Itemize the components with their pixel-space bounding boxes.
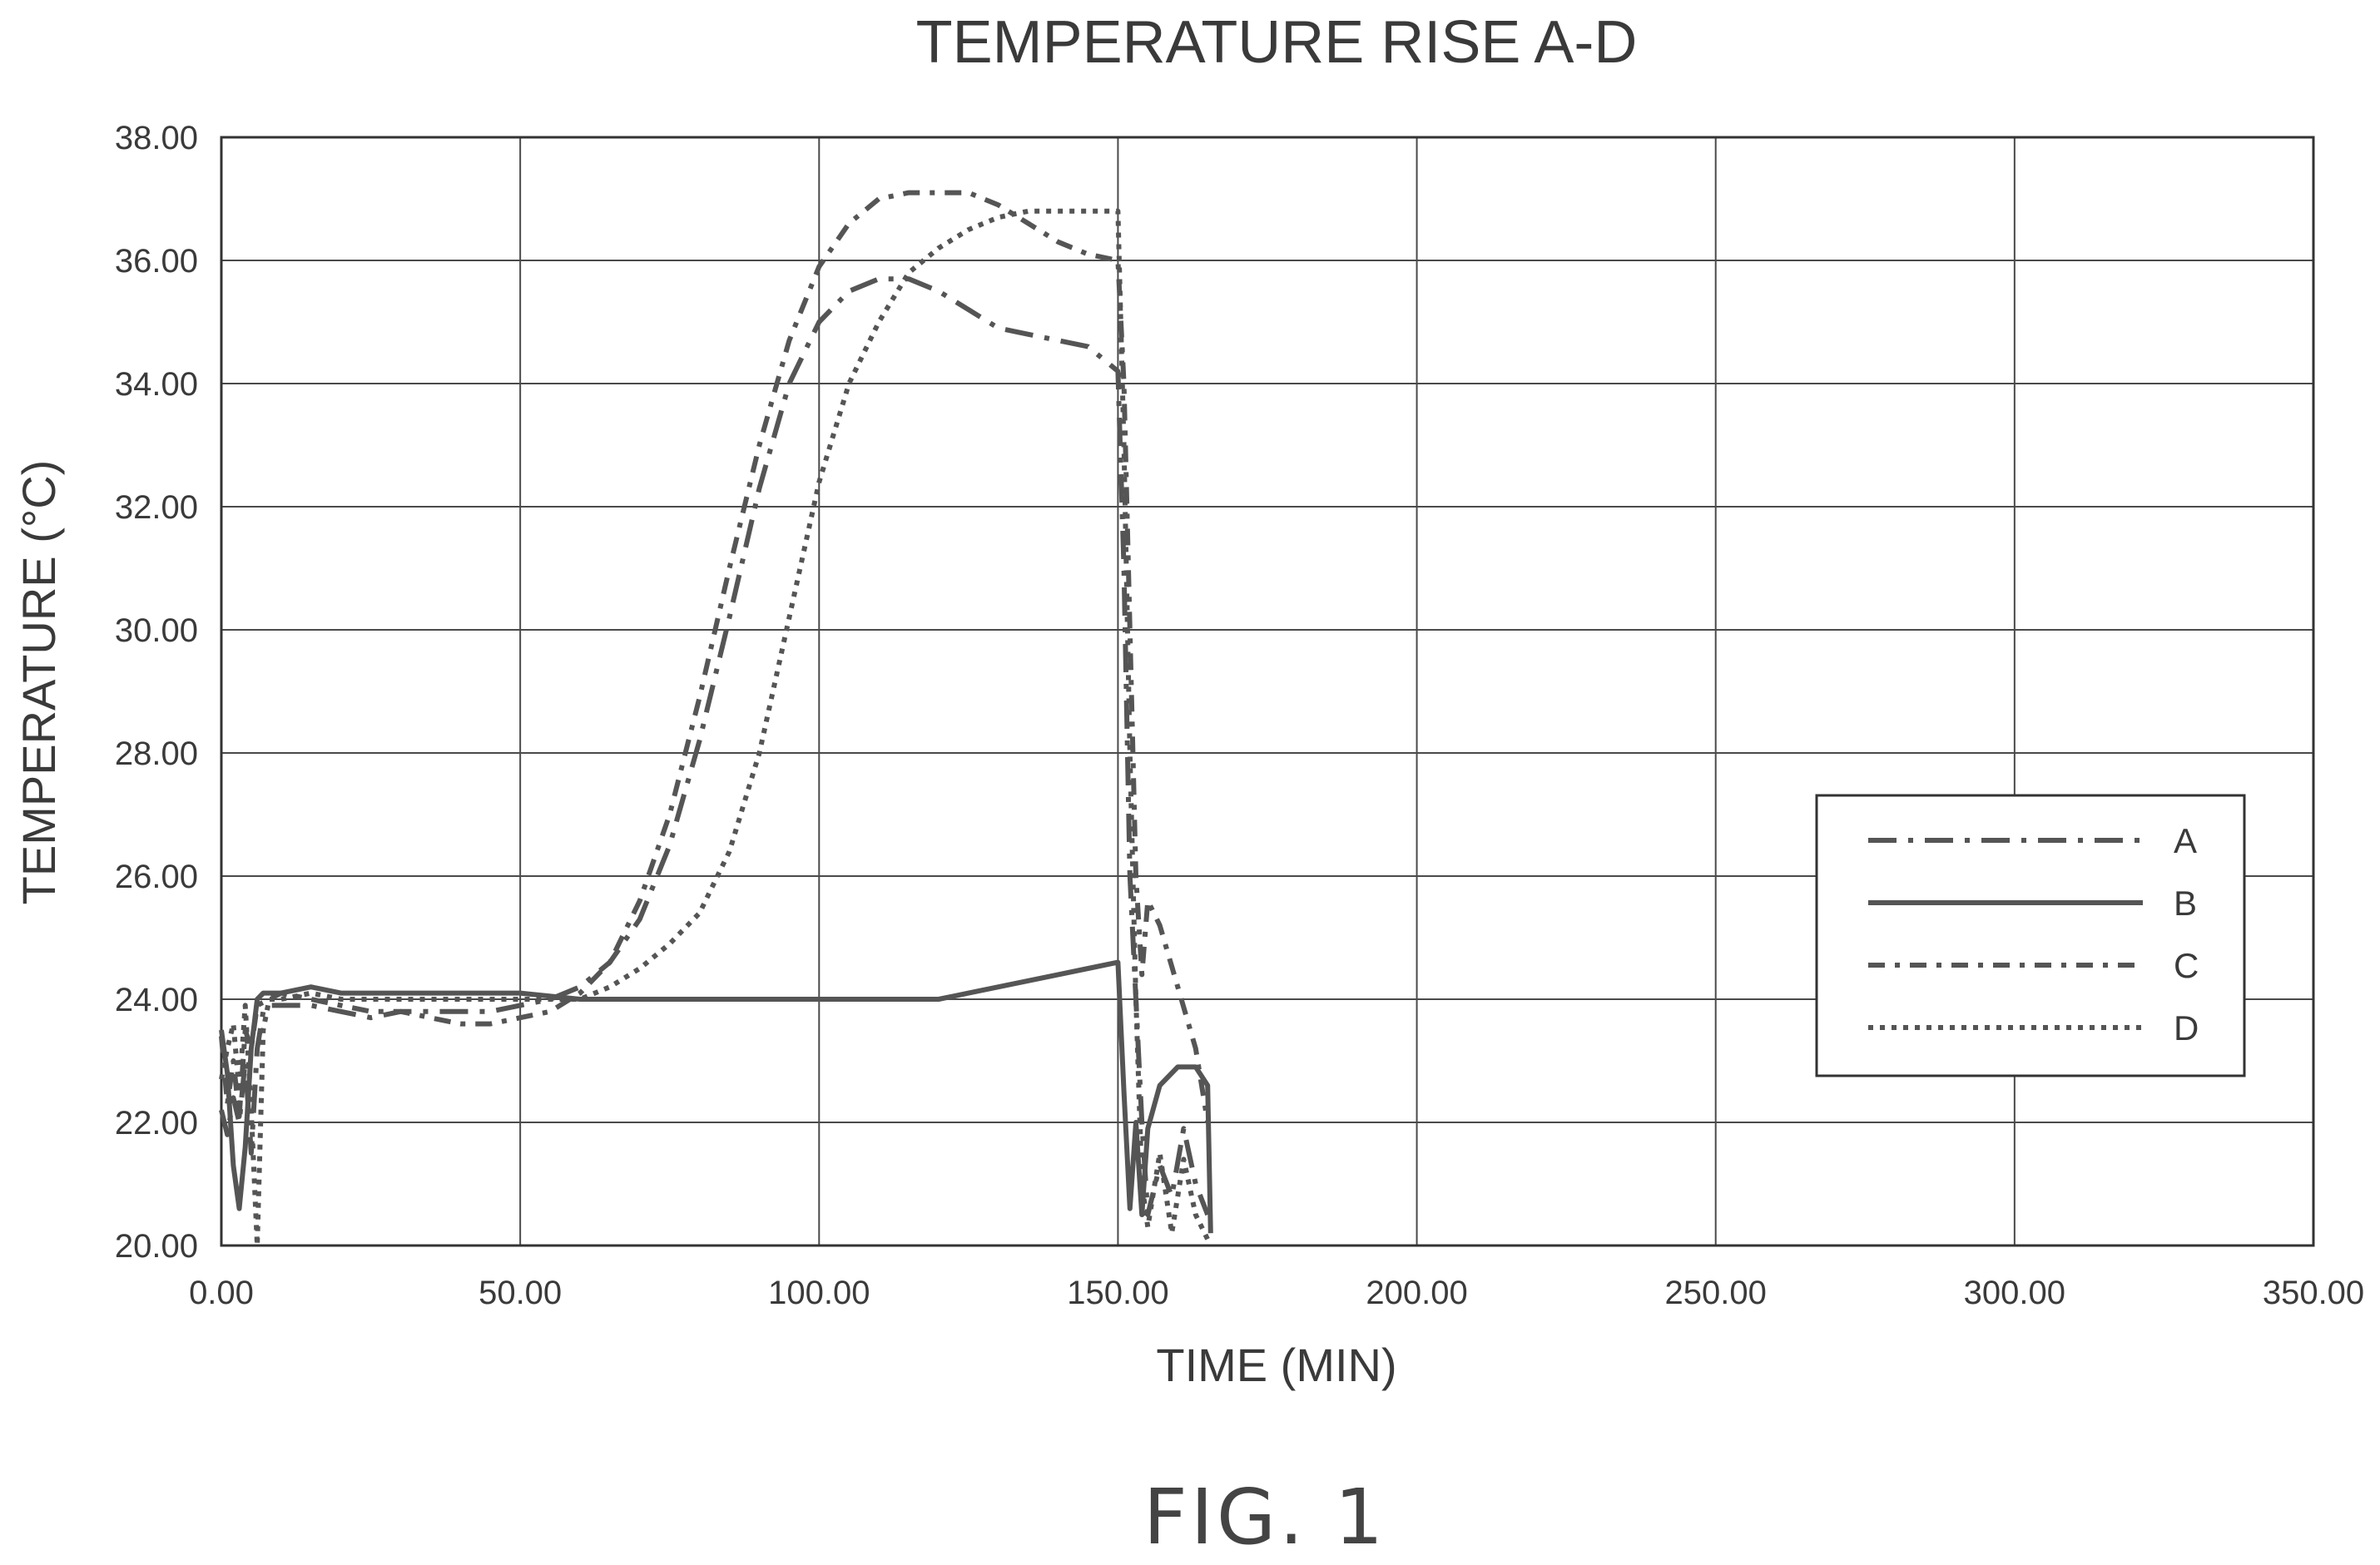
y-tick-label: 32.00 (115, 489, 198, 526)
y-axis-label: TEMPERATURE (°C) (12, 460, 65, 905)
grid (221, 136, 2314, 1246)
y-tick-label: 38.00 (115, 120, 198, 156)
x-tick-label: 150.00 (1067, 1275, 1168, 1311)
series-c-line (219, 190, 1211, 1123)
y-tick-label: 30.00 (115, 612, 198, 649)
plot-area-frame (220, 136, 2315, 1247)
x-tick-label: 100.00 (768, 1275, 870, 1311)
x-tick-label: 200.00 (1366, 1275, 1467, 1311)
y-tick-label: 24.00 (115, 982, 198, 1018)
y-tick-label: 26.00 (115, 859, 198, 895)
x-tick-label: 50.00 (478, 1275, 562, 1311)
x-tick-label: 350.00 (2263, 1275, 2364, 1311)
x-tick-label: 0.00 (189, 1275, 254, 1311)
legend-label-b: B (2174, 884, 2197, 923)
y-tick-label: 22.00 (115, 1105, 198, 1142)
series-a-line (219, 276, 1210, 1217)
chart-title: TEMPERATURE RISE A-D (916, 9, 1638, 76)
y-tick-label: 36.00 (115, 243, 198, 280)
y-axis-ticks: 20.00 22.00 24.00 26.00 28.00 30.00 32.00 34.00… (115, 120, 198, 1265)
y-tick-label: 20.00 (115, 1228, 198, 1265)
legend-label-a: A (2174, 821, 2197, 860)
legend-label-c: C (2174, 946, 2199, 985)
series-lines (219, 190, 1213, 1248)
legend-label-d: D (2174, 1008, 2199, 1047)
x-tick-label: 300.00 (1964, 1275, 2065, 1311)
x-axis-label: TIME (MIN) (1156, 1339, 1396, 1391)
y-tick-label: 28.00 (115, 735, 198, 772)
x-axis-ticks: 0.00 50.00 100.00 150.00 200.00 250.00 300.00 3… (189, 1275, 2364, 1311)
figure-label: FIG. 1 (1143, 1473, 1386, 1562)
series-d-line (219, 208, 1210, 1248)
series-b-line (219, 959, 1213, 1234)
x-tick-label: 250.00 (1665, 1275, 1767, 1311)
y-tick-label: 34.00 (115, 366, 198, 403)
